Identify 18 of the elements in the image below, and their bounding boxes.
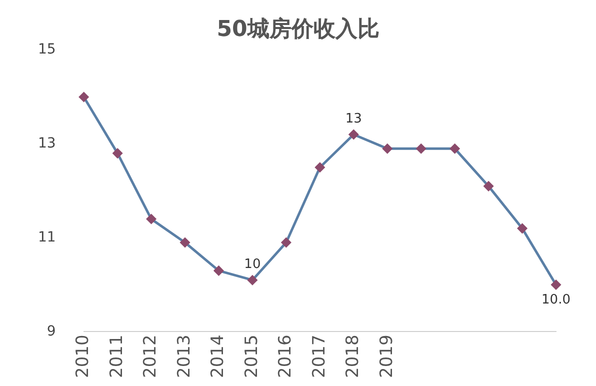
data-label: 13 (345, 111, 362, 126)
x-tick-label: 2012 (140, 334, 161, 378)
y-tick-label: 11 (38, 229, 56, 246)
x-tick-label: 2013 (174, 334, 194, 378)
data-label: 10.0 (542, 292, 570, 308)
y-tick-label: 13 (38, 136, 56, 152)
x-tick-label: 2018 (343, 334, 364, 378)
x-tick-label: 2010 (73, 334, 94, 378)
x-tick-label: 2015 (242, 334, 262, 378)
data-label: 10 (244, 256, 261, 272)
y-tick-label: 9 (46, 323, 56, 340)
x-tick-label: 2019 (376, 334, 397, 378)
x-tick-label: 2017 (309, 334, 330, 378)
x-tick-label: 2011 (106, 334, 127, 378)
chart-title: 50城房价收入比 (216, 17, 380, 42)
y-tick-label: 15 (38, 42, 56, 58)
x-tick-label: 2014 (208, 334, 228, 378)
x-tick-label: 2016 (276, 334, 296, 378)
